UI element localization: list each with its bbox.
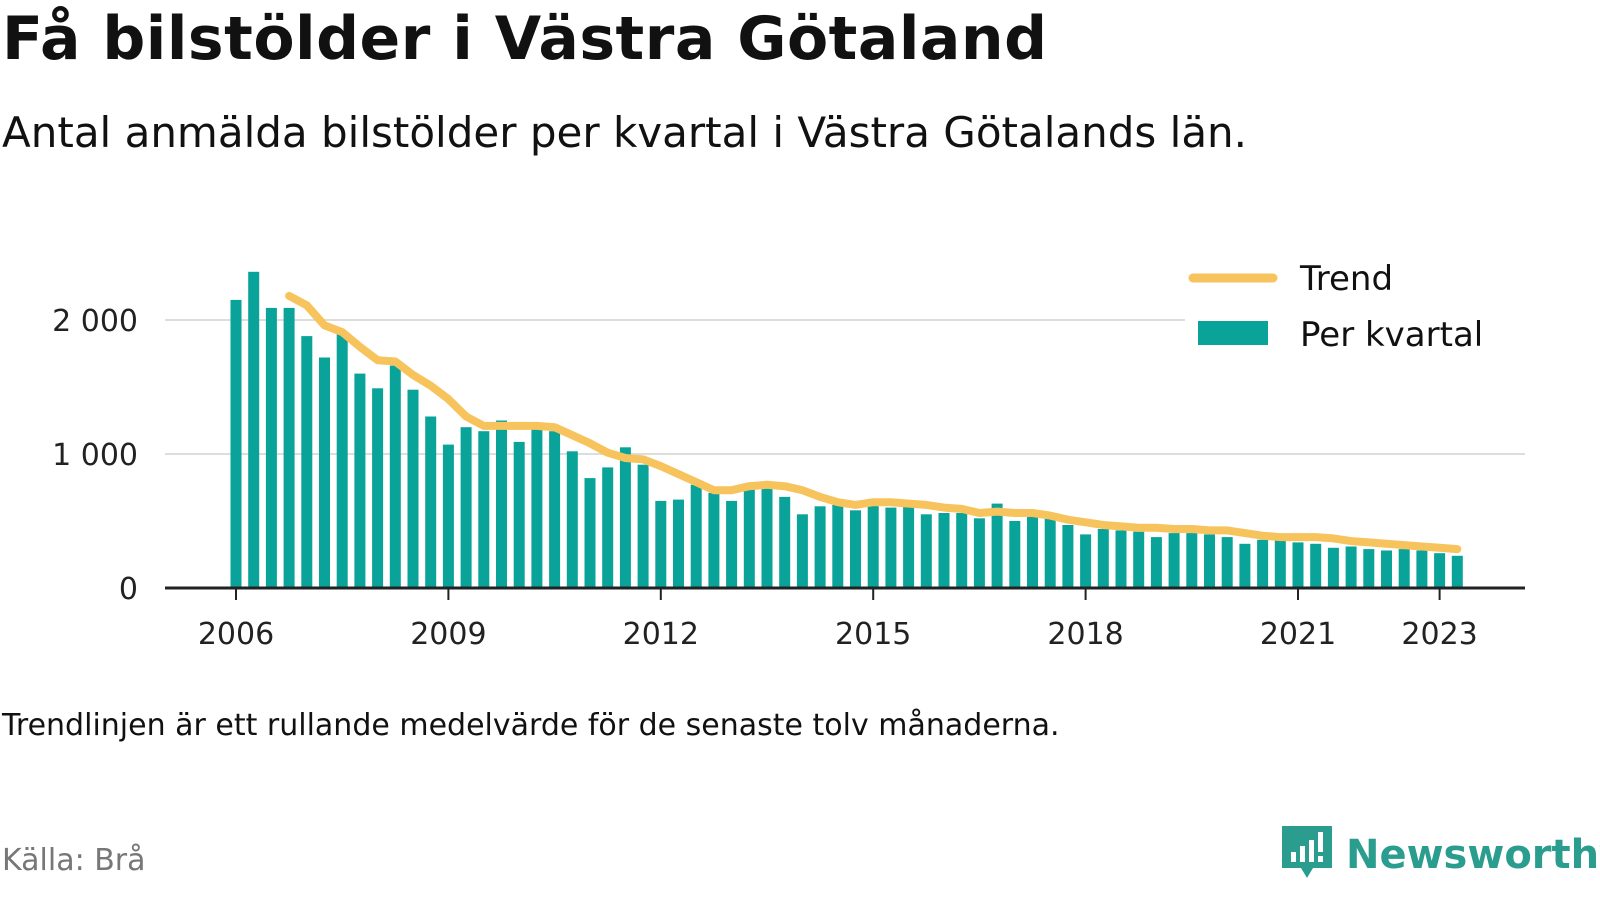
bar-2017-q3 xyxy=(1044,517,1056,588)
bar-2013-q4 xyxy=(779,496,791,588)
bar-2016-q3 xyxy=(973,518,985,588)
bar-2012-q3 xyxy=(690,484,702,588)
bar-2011-q2 xyxy=(602,467,614,588)
chart-subtitle: Antal anmälda bilstölder per kvartal i V… xyxy=(2,108,1248,157)
bar-2020-q4 xyxy=(1274,539,1286,588)
bar-2020-q2 xyxy=(1239,543,1251,588)
bar-2014-q2 xyxy=(814,506,826,588)
bar-2022-q4 xyxy=(1416,550,1428,588)
y-tick-label: 2 000 xyxy=(52,304,138,339)
bar-2018-q1 xyxy=(1080,534,1092,588)
trend-series xyxy=(285,291,1462,554)
bar-2014-q1 xyxy=(796,514,808,588)
bar-2010-q2 xyxy=(531,428,543,588)
brand-name: Newsworthy xyxy=(1346,832,1600,878)
y-tick-label: 0 xyxy=(119,572,138,607)
legend-bar-swatch xyxy=(1198,321,1268,345)
x-tick-label: 2021 xyxy=(1260,617,1336,652)
bar-2019-q2 xyxy=(1168,533,1180,588)
x-tick-label: 2015 xyxy=(835,617,911,652)
legend-bar-label: Per kvartal xyxy=(1300,315,1483,355)
bar-2023-q1 xyxy=(1434,553,1446,588)
bar-2011-q3 xyxy=(619,447,631,588)
bar-2013-q1 xyxy=(726,500,738,588)
bar-2012-q2 xyxy=(673,499,684,588)
bar-2017-q4 xyxy=(1062,525,1074,588)
bar-2021-q2 xyxy=(1310,543,1322,588)
x-tick-label: 2009 xyxy=(410,617,486,652)
chart-title: Få bilstölder i Västra Götaland xyxy=(2,4,1048,74)
x-tick-label: 2012 xyxy=(623,617,699,652)
bar-2007-q4 xyxy=(354,373,366,588)
bar-2015-q2 xyxy=(885,507,897,588)
bar-2010-q1 xyxy=(513,441,525,588)
bar-2022-q3 xyxy=(1398,549,1410,588)
bar-2008-q1 xyxy=(372,388,384,588)
bar-2012-q1 xyxy=(655,500,667,588)
bar-2009-q1 xyxy=(442,444,454,588)
bar-2017-q1 xyxy=(1009,521,1021,588)
bar-2014-q4 xyxy=(850,510,861,588)
x-tick-label: 2023 xyxy=(1401,617,1477,652)
source-label: Källa: Brå xyxy=(2,843,146,878)
x-tick-label: 2018 xyxy=(1047,617,1123,652)
y-tick-label: 1 000 xyxy=(52,438,138,473)
bar-2010-q3 xyxy=(549,431,561,588)
bar-series xyxy=(230,271,1463,588)
bar-2007-q1 xyxy=(301,336,313,588)
bar-2020-q3 xyxy=(1257,539,1269,588)
bar-2009-q3 xyxy=(478,431,490,588)
bar-2013-q3 xyxy=(761,482,773,588)
bar-2006-q2 xyxy=(248,271,260,588)
bar-2008-q3 xyxy=(407,389,419,588)
bar-2019-q4 xyxy=(1204,534,1215,588)
bar-2023-q2 xyxy=(1451,555,1463,588)
bar-2015-q4 xyxy=(920,514,932,588)
bar-2022-q1 xyxy=(1363,549,1375,588)
bar-2006-q4 xyxy=(283,307,295,588)
bar-2018-q2 xyxy=(1097,529,1109,588)
axes: 0 1 000 2 000 2006 2009 2012 2015 2018 2021 2023 xyxy=(52,304,1525,652)
brand: Newsworthy xyxy=(1282,826,1600,884)
bar-2011-q4 xyxy=(637,464,649,588)
bar-2012-q4 xyxy=(708,492,720,588)
bar-2013-q2 xyxy=(743,488,755,588)
bar-2021-q3 xyxy=(1327,547,1339,588)
bar-2010-q4 xyxy=(566,451,578,588)
newsworthy-logo-icon xyxy=(1282,826,1332,878)
bar-2015-q1 xyxy=(867,504,879,588)
legend: Trend Per kvartal xyxy=(1185,259,1525,358)
bar-2018-q3 xyxy=(1115,530,1127,588)
bar-2019-q1 xyxy=(1150,537,1162,588)
bar-2016-q1 xyxy=(938,513,950,588)
bar-2008-q2 xyxy=(389,365,401,588)
bar-2021-q1 xyxy=(1292,542,1304,588)
bar-2021-q4 xyxy=(1345,546,1357,588)
bar-2006-q3 xyxy=(265,307,277,588)
bar-2008-q4 xyxy=(425,416,437,588)
bar-2014-q3 xyxy=(832,504,844,588)
bar-2007-q3 xyxy=(336,333,348,588)
trend-line xyxy=(285,291,1462,554)
bar-2022-q2 xyxy=(1381,550,1392,588)
bar-2015-q3 xyxy=(903,506,915,588)
bar-2020-q1 xyxy=(1221,537,1233,588)
chart-note: Trendlinjen är ett rullande medelvärde f… xyxy=(2,708,1060,743)
bar-2019-q3 xyxy=(1186,533,1198,588)
bar-2007-q2 xyxy=(319,357,330,588)
bar-2006-q1 xyxy=(230,299,242,588)
bar-2009-q4 xyxy=(496,420,507,588)
bar-2017-q2 xyxy=(1027,515,1038,588)
bar-2018-q4 xyxy=(1133,531,1145,588)
bar-2016-q2 xyxy=(956,513,968,588)
bar-2009-q2 xyxy=(460,427,472,588)
legend-trend-label: Trend xyxy=(1299,259,1393,299)
bar-2016-q4 xyxy=(991,503,1003,588)
bar-2011-q1 xyxy=(584,478,596,588)
x-tick-label: 2006 xyxy=(198,617,274,652)
